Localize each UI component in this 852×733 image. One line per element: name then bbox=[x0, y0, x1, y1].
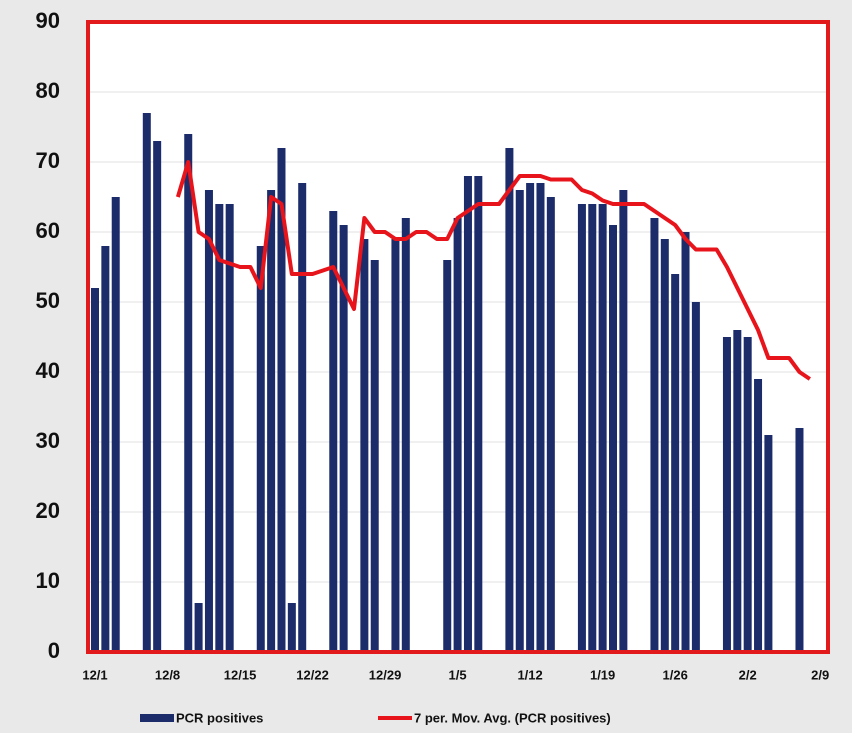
y-tick-label: 70 bbox=[36, 148, 60, 173]
bar bbox=[474, 176, 483, 652]
bar bbox=[267, 190, 276, 652]
x-tick-label: 1/12 bbox=[517, 667, 542, 682]
x-tick-label: 12/8 bbox=[155, 667, 180, 682]
bar bbox=[795, 428, 804, 652]
bar bbox=[287, 603, 296, 652]
bar bbox=[142, 113, 151, 652]
bar bbox=[671, 274, 680, 652]
bar bbox=[536, 183, 545, 652]
plot-border bbox=[86, 20, 830, 654]
bar bbox=[515, 190, 524, 652]
y-tick-label: 40 bbox=[36, 358, 60, 383]
y-tick-label: 20 bbox=[36, 498, 60, 523]
bar bbox=[577, 204, 586, 652]
moving-average-line bbox=[175, 160, 811, 381]
bar bbox=[733, 330, 742, 652]
bar bbox=[153, 141, 162, 652]
bar bbox=[588, 204, 597, 652]
bar bbox=[764, 435, 773, 652]
bar bbox=[194, 603, 203, 652]
bar bbox=[360, 239, 369, 652]
bar bbox=[215, 204, 224, 652]
y-tick-label: 10 bbox=[36, 568, 60, 593]
x-tick-label: 1/5 bbox=[449, 667, 467, 682]
x-tick-label: 12/22 bbox=[296, 667, 329, 682]
bar bbox=[598, 204, 607, 652]
bar bbox=[111, 197, 120, 652]
bar bbox=[184, 134, 193, 652]
y-tick-label: 30 bbox=[36, 428, 60, 453]
bar bbox=[609, 225, 617, 652]
x-tick-label: 12/29 bbox=[369, 667, 402, 682]
bar bbox=[298, 183, 307, 652]
bar bbox=[391, 239, 400, 652]
bar bbox=[463, 176, 472, 652]
bar bbox=[339, 225, 348, 652]
bar bbox=[743, 337, 752, 652]
x-tick-label: 12/15 bbox=[224, 667, 257, 682]
x-tick-label: 12/1 bbox=[82, 667, 107, 682]
bar bbox=[619, 190, 628, 652]
bar bbox=[546, 197, 555, 652]
legend-swatch bbox=[140, 714, 174, 722]
legend-label: PCR positives bbox=[176, 710, 263, 725]
bar bbox=[401, 218, 410, 652]
bar bbox=[650, 218, 659, 652]
bar bbox=[691, 302, 700, 652]
bar bbox=[722, 337, 731, 652]
y-tick-label: 90 bbox=[36, 8, 60, 33]
bar bbox=[329, 211, 338, 652]
y-tick-label: 80 bbox=[36, 78, 60, 103]
y-tick-label: 0 bbox=[48, 638, 60, 663]
x-tick-label: 1/19 bbox=[590, 667, 615, 682]
bar bbox=[225, 204, 234, 652]
bar bbox=[681, 232, 690, 652]
y-tick-label: 50 bbox=[36, 288, 60, 313]
bar bbox=[453, 218, 462, 652]
bar bbox=[443, 260, 452, 652]
bar bbox=[370, 260, 379, 652]
bar bbox=[505, 148, 514, 652]
bar bbox=[91, 288, 99, 652]
y-tick-label: 60 bbox=[36, 218, 60, 243]
bar bbox=[660, 239, 669, 652]
bar bbox=[526, 183, 535, 652]
bar bbox=[204, 190, 213, 652]
x-tick-label: 2/2 bbox=[739, 667, 757, 682]
x-tick-label: 1/26 bbox=[663, 667, 688, 682]
bar bbox=[101, 246, 110, 652]
bar bbox=[277, 148, 286, 652]
legend-label: 7 per. Mov. Avg. (PCR positives) bbox=[414, 710, 611, 725]
bar bbox=[256, 246, 265, 652]
x-tick-label: 2/9 bbox=[811, 667, 829, 682]
bar bbox=[754, 379, 763, 652]
